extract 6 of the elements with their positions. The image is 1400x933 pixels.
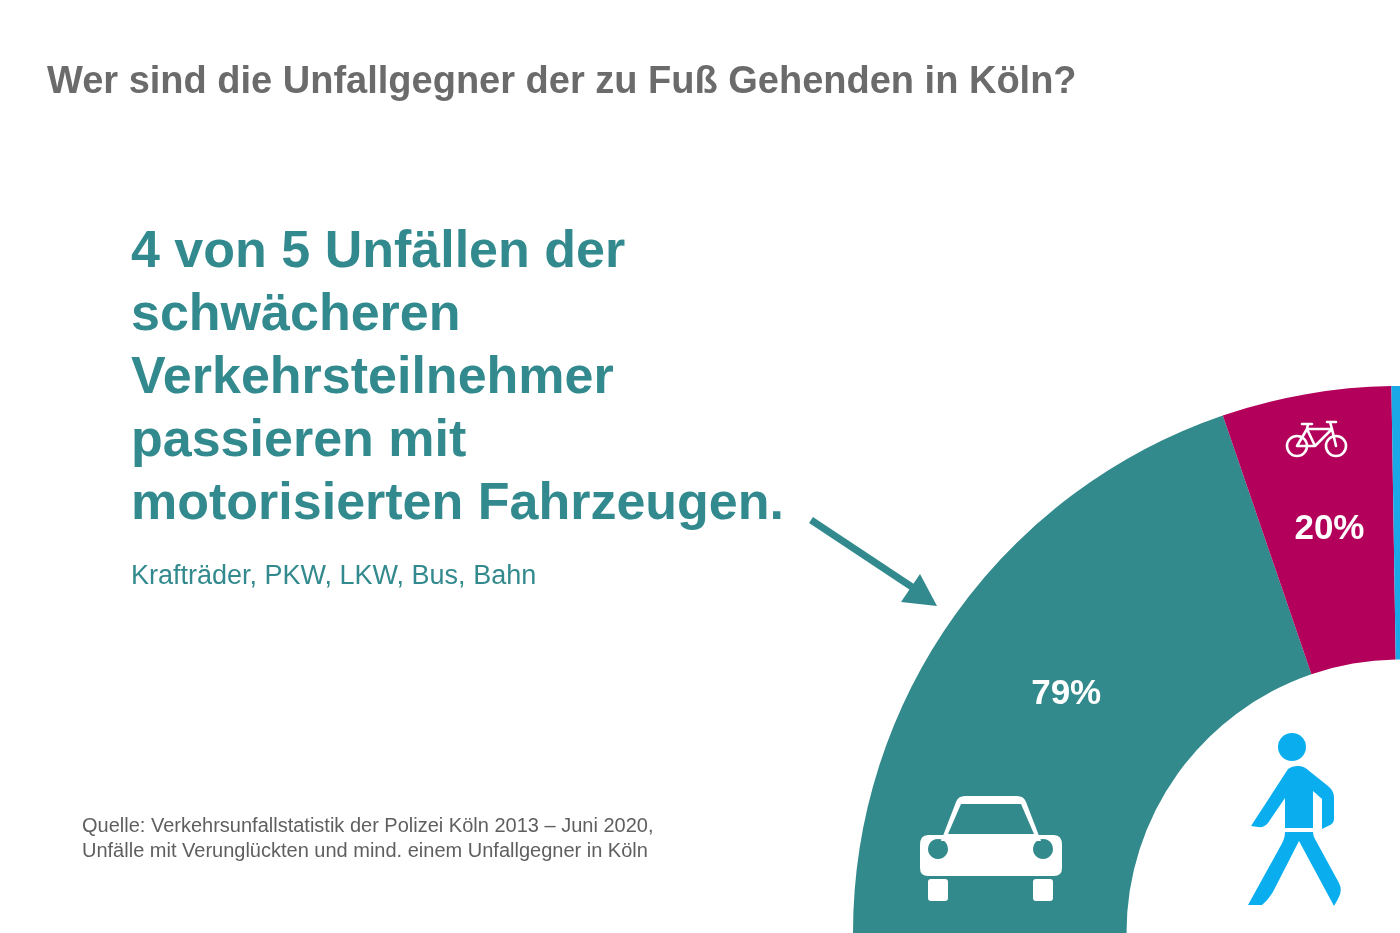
source-note: Quelle: Verkehrsunfallstatistik der Polizei Köln 2013 – Juni 2020, Unfälle mit Verunglückten und mind. einem Unfallgegner in Köln	[82, 813, 654, 863]
data-label: 20%	[1294, 506, 1365, 546]
data-label: 79%	[1031, 672, 1102, 712]
text: Krafträder, PKW, LKW, Bus, Bahn	[131, 560, 537, 591]
chart-subtitle: 4 von 5 Unfällen der schwächeren Verkehrsteilnehmer passieren mit motorisierten Fahrzeugen.	[131, 219, 784, 532]
chart-title: Wer sind die Unfallgegner der zu Fuß Gehenden in Köln?	[47, 59, 1077, 101]
